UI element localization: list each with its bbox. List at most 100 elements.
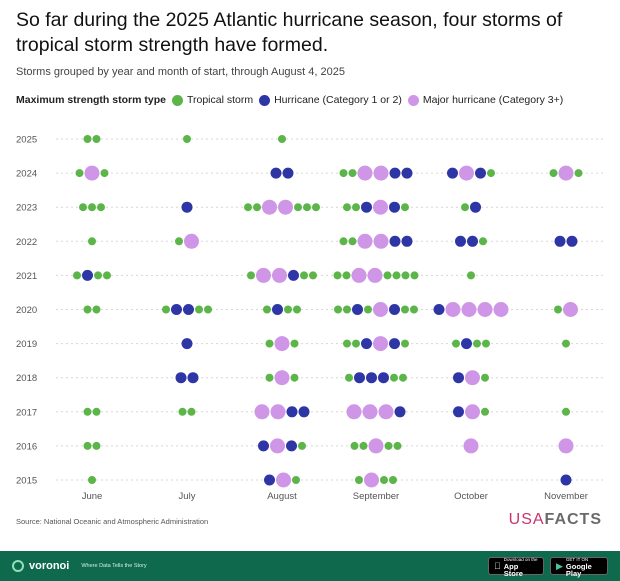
- tropical-storm-dot: [574, 169, 583, 178]
- tropical-storm-dot: [352, 339, 360, 348]
- major-hurricane-dot: [262, 199, 277, 215]
- hurricane-dot: [467, 235, 478, 247]
- apple-icon: : [494, 561, 501, 571]
- year-label-2023: 2023: [16, 203, 37, 214]
- major-hurricane-dot: [346, 404, 362, 420]
- footer-tagline: Where Data Tells the Story: [81, 563, 147, 569]
- tropical-storm-dot: [401, 305, 409, 314]
- tropical-storm-dot: [265, 339, 274, 348]
- tropical-storm-dot: [562, 339, 570, 348]
- year-label-2018: 2018: [16, 373, 37, 384]
- major-hurricane-dot: [445, 302, 461, 317]
- tropical-storm-dot: [410, 305, 418, 314]
- hurricane-dot: [389, 338, 400, 350]
- storm-chart: 2025 2024 2023 2022 2021 2020 2019 2018 2017 2016…: [16, 135, 604, 502]
- major-hurricane-dot: [563, 302, 578, 317]
- tropical-storm-dot: [92, 135, 101, 143]
- hurricane-dot: [361, 201, 372, 213]
- app-store-small-text: Download on the: [497, 557, 538, 565]
- legend-item-tropical-storm: Tropical storm: [171, 94, 254, 106]
- play-icon: ▶: [556, 560, 563, 571]
- tropical-storm-dot: [348, 237, 357, 246]
- tropical-storm-dot: [342, 271, 351, 280]
- tropical-storm-dot: [473, 339, 481, 348]
- major-hurricane-dot: [276, 472, 291, 488]
- major-hurricane-dot: [461, 302, 477, 317]
- year-label-2021: 2021: [16, 271, 37, 282]
- month-label-august: August: [267, 491, 297, 502]
- chart-subtitle: Storms grouped by year and month of star…: [16, 66, 345, 78]
- tropical-storm-dot: [298, 441, 306, 450]
- tropical-storm-dot: [333, 271, 342, 280]
- year-label-2025: 2025: [16, 135, 37, 146]
- year-label-2020: 2020: [16, 305, 37, 316]
- tropical-storm-dot: [253, 203, 261, 212]
- hurricane-dot: [181, 338, 193, 350]
- tropical-storm-dot: [554, 305, 562, 314]
- hurricane-dot: [82, 269, 93, 281]
- tropical-storm-dot: [244, 203, 252, 212]
- year-label-2024: 2024: [16, 169, 37, 180]
- tropical-storm-dot: [293, 305, 301, 314]
- major-hurricane-dot: [362, 404, 378, 420]
- major-hurricane-dot: [357, 165, 373, 181]
- tropical-storm-dot: [549, 169, 558, 178]
- google-play-badge[interactable]: ▶ GET IT ON Google Play: [550, 556, 608, 577]
- tropical-storm-dot: [92, 305, 101, 314]
- major-hurricane-dot: [357, 233, 373, 249]
- legend-item-major-hurricane: Major hurricane (Category 3+): [407, 94, 564, 106]
- hurricane-dot: [187, 372, 199, 384]
- tropical-storm-dot: [393, 441, 402, 450]
- tropical-storm-dot: [392, 271, 401, 280]
- tropical-storm-dot: [309, 271, 317, 280]
- source-note: Source: National Oceanic and Atmospheric…: [16, 517, 209, 526]
- hurricane-dot: [175, 372, 187, 384]
- major-hurricane-dot: [378, 404, 394, 420]
- tropical-storm-dot: [384, 441, 393, 450]
- hurricane-dot: [298, 406, 310, 418]
- tropical-storm-dot: [383, 271, 392, 280]
- hurricane-dot: [554, 235, 566, 247]
- voronoi-logo[interactable]: voronoi: [12, 560, 69, 572]
- hurricane-dot: [401, 167, 413, 179]
- hurricane-dot: [171, 304, 182, 315]
- month-label-november: November: [544, 491, 588, 502]
- tropical-storm-dot: [162, 305, 170, 314]
- legend-label-tropical-storm: Tropical storm: [186, 94, 254, 106]
- major-hurricane-dot: [270, 438, 285, 454]
- legend-label-hurricane: Hurricane (Category 1 or 2): [274, 94, 402, 106]
- major-hurricane-dot: [558, 438, 574, 454]
- tropical-storm-dot: [92, 407, 101, 416]
- hurricane-dot: [433, 304, 445, 315]
- legend-label-major-hurricane: Major hurricane (Category 3+): [422, 94, 564, 106]
- hurricane-dot: [389, 235, 401, 247]
- major-hurricane-dot: [373, 199, 388, 215]
- hurricane-dot: [560, 474, 572, 486]
- tropical-storm-dot: [562, 407, 570, 416]
- tropical-storm-dot: [204, 305, 212, 314]
- hurricane-dot: [286, 406, 298, 418]
- hurricane-dot: [447, 167, 458, 179]
- tropical-storm-dot: [452, 339, 460, 348]
- tropical-storm-dot: [487, 169, 495, 178]
- tropical-storm-dot: [103, 271, 111, 280]
- tropical-storm-dot: [247, 271, 255, 280]
- tropical-storm-dot: [75, 169, 84, 178]
- legend-title: Maximum strength storm type: [16, 94, 166, 106]
- google-play-small-text: GET IT ON: [565, 556, 589, 562]
- hurricane-dot: [286, 440, 297, 452]
- month-label-july: July: [179, 491, 196, 502]
- tropical-storm-dot: [195, 305, 203, 314]
- major-hurricane-dot: [367, 267, 383, 283]
- year-label-2019: 2019: [16, 339, 37, 350]
- tropical-storm-dot: [401, 203, 409, 212]
- hurricane-dot: [470, 201, 481, 213]
- year-label-2016: 2016: [16, 441, 37, 452]
- hurricane-dot: [354, 372, 365, 384]
- tropical-storm-dot: [481, 373, 489, 382]
- tropical-storm-dot: [312, 203, 320, 212]
- hurricane-dot: [378, 372, 389, 384]
- hurricane-dot: [264, 474, 275, 486]
- tropical-storm-dot: [343, 339, 351, 348]
